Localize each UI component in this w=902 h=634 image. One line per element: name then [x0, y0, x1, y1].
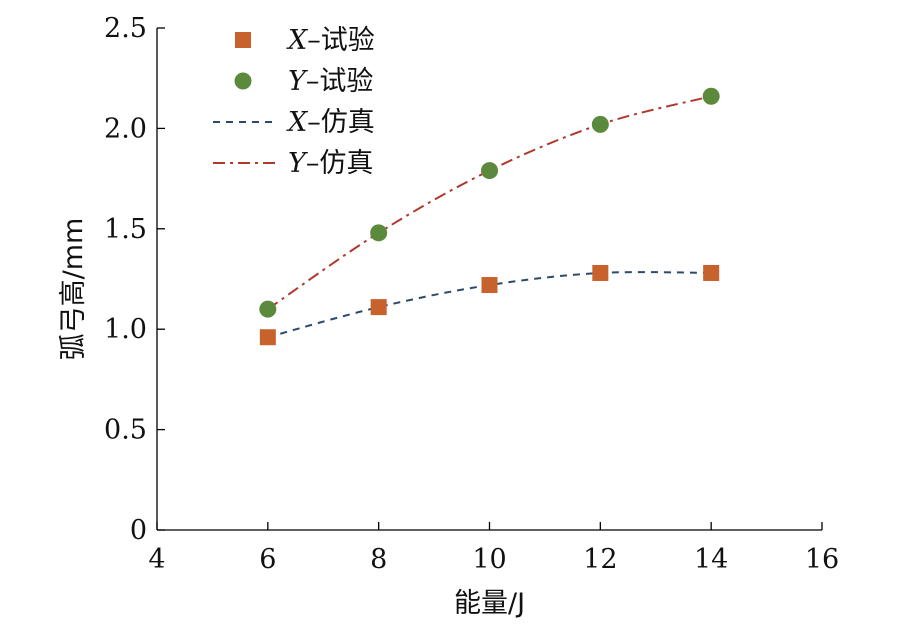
legend-item: X–试验	[235, 25, 375, 56]
legend-label: Y–仿真	[288, 148, 373, 179]
data-point-circle	[370, 224, 388, 242]
x-tick-label: 8	[370, 544, 387, 575]
plot-area	[259, 87, 720, 346]
legend-label-rest: –试验	[307, 25, 375, 56]
legend-label-rest: –仿真	[307, 107, 375, 138]
legend-label-var: X	[286, 25, 309, 56]
y-tick-label: 0	[130, 515, 147, 546]
data-point-circle	[591, 115, 609, 133]
legend-label: Y–试验	[288, 66, 373, 97]
legend-label-var: Y	[288, 148, 308, 179]
x-tick-label: 14	[694, 544, 728, 575]
legend-marker-square	[235, 32, 251, 48]
y-axis-title: 弧弓高/mm	[58, 218, 89, 361]
x-tick-label: 6	[259, 544, 276, 575]
legend-label-var: Y	[288, 66, 308, 97]
y-tick-label: 2.0	[104, 113, 147, 144]
legend-label: X–试验	[286, 25, 375, 56]
legend-label: X–仿真	[286, 107, 375, 138]
y-tick-label: 1.5	[104, 214, 147, 245]
data-point-square	[592, 264, 609, 281]
data-point-circle	[702, 87, 720, 105]
legend-item: Y–仿真	[213, 148, 373, 179]
y-tick-label: 2.5	[104, 13, 147, 44]
data-point-square	[703, 264, 720, 281]
x-tick-label: 16	[805, 544, 839, 575]
legend-label-var: X	[286, 107, 309, 138]
x-tick-label: 4	[148, 544, 165, 575]
data-point-square	[370, 299, 387, 316]
data-point-circle	[481, 162, 498, 180]
x-axis-title: 能量/J	[454, 588, 525, 619]
data-point-square	[481, 277, 498, 294]
data-point-circle	[259, 300, 277, 318]
legend: X–试验Y–试验X–仿真Y–仿真	[213, 25, 375, 179]
x-tick-label: 10	[472, 544, 506, 575]
x-tick-label: 12	[583, 544, 617, 575]
legend-label-rest: –试验	[306, 66, 374, 97]
y-tick-label: 0.5	[104, 415, 147, 446]
data-point-square	[259, 329, 276, 346]
axes: 4 6 8 10 12 14 16 0 0.5 1.0 1.5 2.0 2.5	[104, 13, 839, 575]
legend-item: Y–试验	[234, 66, 373, 97]
legend-marker-circle	[234, 72, 252, 90]
legend-label-rest: –仿真	[306, 148, 374, 179]
legend-item: X–仿真	[213, 107, 375, 138]
y-tick-label: 1.0	[104, 314, 147, 345]
